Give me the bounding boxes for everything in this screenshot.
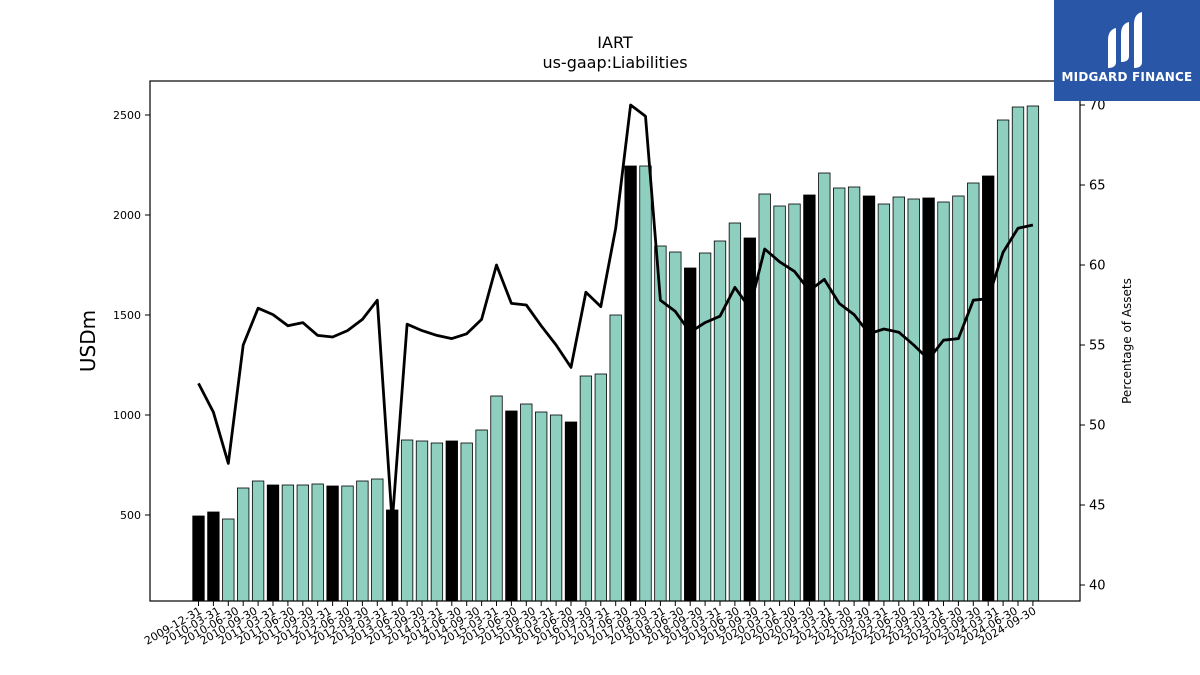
bar-2012-09-30: [356, 480, 369, 602]
right-tick-label-70: 70: [1089, 99, 1106, 114]
bar-2022-12-31: [967, 182, 980, 602]
bar-2020-12-31: [847, 186, 861, 602]
line-layer: [197, 103, 1034, 524]
bars-layer: [192, 105, 1040, 602]
bar-2011-06-30: [281, 484, 295, 602]
bar-2020-09-30: [833, 187, 846, 602]
bar-2016-03-31: [564, 421, 578, 602]
right-tick-label-50: 50: [1089, 419, 1106, 434]
bar-2016-09-30: [594, 373, 607, 602]
bar-2019-12-31: [788, 203, 801, 602]
right-tick-label-40: 40: [1089, 579, 1106, 594]
bar-2016-12-31: [609, 314, 622, 602]
bar-2011-09-30: [296, 484, 309, 602]
bar-2023-03-31: [982, 175, 995, 602]
y-axis-label-right: Percentage of Assets: [1120, 278, 1134, 404]
bar-2021-12-31: [907, 198, 920, 602]
bar-2023-06-30: [996, 119, 1010, 602]
left-y-axis: 500 1000 1500 2000 2500: [113, 109, 150, 522]
bar-2015-06-30: [520, 403, 533, 602]
left-tick-label-1000: 1000: [113, 409, 141, 422]
bar-2013-06-30: [400, 439, 414, 602]
right-tick-label-65: 65: [1089, 179, 1106, 194]
bar-2021-09-30: [892, 196, 905, 602]
bar-2018-06-30: [698, 252, 712, 602]
bar-2010-03-31: [207, 511, 220, 602]
bar-2012-12-31: [371, 478, 384, 602]
left-tick-label-2500: 2500: [113, 109, 141, 122]
bar-2010-06-30: [222, 518, 235, 602]
midgard-finance-logo: MIDGARD FINANCE: [1054, 0, 1200, 101]
bar-2023-09-30: [1011, 106, 1025, 602]
bar-2021-03-31: [862, 195, 876, 602]
bar-2012-03-31: [326, 485, 339, 602]
left-tick-label-500: 500: [120, 509, 141, 522]
plot-frame: [149, 80, 1081, 602]
bar-2011-03-31: [266, 484, 280, 602]
bar-2018-03-31: [684, 267, 697, 602]
bar-2015-09-30: [535, 411, 548, 602]
chart-subtitle: us-gaap:Liabilities: [542, 53, 687, 72]
bar-2010-09-30: [237, 487, 250, 602]
bar-2014-06-30: [460, 442, 473, 602]
right-y-axis: 40 45 50 55 60 65 70: [1080, 99, 1106, 594]
bar-2020-06-30: [818, 172, 831, 602]
logo-mark-icon: [1108, 12, 1142, 68]
bar-2018-09-30: [713, 240, 727, 602]
bar-2012-06-30: [341, 485, 354, 602]
right-tick-label-60: 60: [1089, 259, 1106, 274]
bar-2017-12-31: [669, 251, 682, 602]
bar-2023-12-31: [1026, 105, 1040, 602]
bar-2011-12-31: [311, 483, 324, 602]
bar-2021-06-30: [877, 203, 891, 602]
percentage-of-assets-line: [197, 103, 1034, 524]
bar-2022-09-30: [952, 195, 965, 602]
logo-text: MIDGARD FINANCE: [1061, 70, 1193, 84]
bar-2019-06-30: [758, 193, 771, 602]
bar-2022-03-31: [922, 197, 935, 602]
right-tick-label-55: 55: [1089, 339, 1106, 354]
bar-2014-12-31: [490, 395, 503, 602]
chart-title: IART: [597, 33, 633, 52]
bar-2015-12-31: [549, 414, 563, 602]
bar-2017-03-31: [624, 165, 637, 602]
bar-2022-06-30: [937, 201, 950, 602]
x-axis: 2009-12-312010-03-312010-06-302010-09-30…: [142, 601, 1038, 648]
bar-2018-12-31: [728, 222, 742, 602]
bar-2013-09-30: [415, 440, 429, 602]
bar-2014-09-30: [475, 429, 488, 602]
y-axis-label-left: USDm: [76, 310, 100, 372]
left-tick-label-1500: 1500: [113, 309, 141, 322]
bar-2013-12-31: [430, 442, 444, 602]
bar-2009-12-31: [192, 515, 205, 602]
bar-2017-06-30: [639, 165, 652, 602]
bar-2015-03-31: [505, 410, 518, 602]
bar-2010-12-31: [251, 480, 265, 602]
bar-2014-03-31: [445, 440, 458, 602]
bar-2020-03-31: [803, 194, 816, 602]
left-tick-label-2000: 2000: [113, 209, 141, 222]
right-tick-label-45: 45: [1089, 499, 1106, 514]
bar-2016-06-30: [579, 375, 593, 602]
